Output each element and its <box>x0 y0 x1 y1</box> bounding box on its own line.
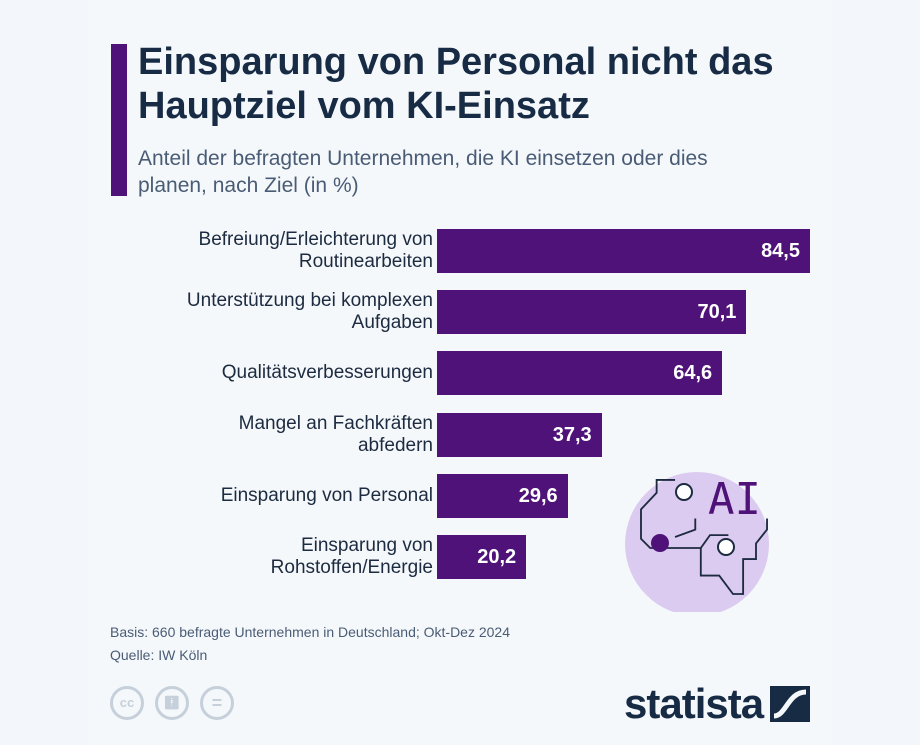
category-label: Qualitätsverbesserungen <box>221 362 433 384</box>
ai-brain-illustration: AI <box>625 472 769 612</box>
value-label: 64,6 <box>673 362 713 385</box>
footer-basis: Basis: 660 befragte Unternehmen in Deuts… <box>110 624 511 640</box>
category-label: Unterstützung bei komplexen Aufgaben <box>186 290 433 334</box>
category-label: Einsparung von Rohstoffen/Energie <box>270 535 433 578</box>
value-label: 70,1 <box>697 301 737 324</box>
statista-logo-mark <box>770 686 810 722</box>
value-label: 20,2 <box>477 546 517 568</box>
category-label: Befreiung/Erleichterung von Routinearbei… <box>198 229 433 272</box>
nd-icon[interactable]: = <box>200 686 234 720</box>
category-label: Einsparung von Personal <box>220 484 433 506</box>
category-label: Mangel an Fachkräften abfedern <box>238 412 433 456</box>
value-label: 37,3 <box>552 423 592 446</box>
bar <box>437 535 527 579</box>
cc-icon[interactable]: cc <box>110 686 144 720</box>
footer-source: Quelle: IW Köln <box>110 647 208 663</box>
by-icon[interactable]: 🚹︎ <box>155 686 189 720</box>
value-label: 84,5 <box>761 240 800 262</box>
chart-title: Einsparung von Personal nicht das Hauptz… <box>138 41 774 127</box>
bar <box>437 290 747 335</box>
bar <box>437 473 568 518</box>
bar <box>437 229 810 273</box>
title-accent-bar <box>111 44 127 196</box>
statista-logo[interactable]: statista <box>624 680 764 727</box>
bar <box>437 412 602 457</box>
chart-subtitle: Anteil der befragten Unternehmen, die KI… <box>138 147 708 197</box>
value-label: 29,6 <box>518 484 558 507</box>
ai-text: AI <box>708 474 761 525</box>
bar <box>437 351 723 396</box>
